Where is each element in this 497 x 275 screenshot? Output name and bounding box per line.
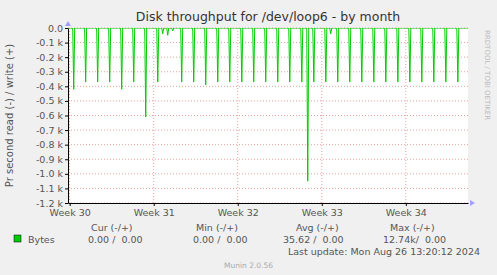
tick-label: Week 33: [302, 207, 343, 218]
legend-stat: 0.00 / 0.00: [88, 234, 143, 245]
tick: -0.6 k: [36, 110, 68, 121]
tick: -1.1 k: [36, 183, 68, 194]
tick-label: Week 31: [134, 207, 175, 218]
legend-column-header: Avg (-/+): [296, 222, 339, 233]
tick-label: -0.3 k: [36, 66, 64, 77]
legend-stat: 35.62 / 0.00: [283, 234, 344, 245]
grid-line: [68, 188, 468, 189]
tick-mark: [65, 28, 68, 29]
y-axis: 0.0 -0.1 k -0.2 k -0.3 k -0.4 k -0.5 k -0.6 k -…: [36, 23, 69, 209]
grid-line: [68, 57, 468, 58]
tick: Week 34: [386, 203, 427, 218]
title: Disk throughput for /dev/loop6 - by mont…: [136, 9, 400, 24]
tick-mark: [65, 72, 68, 73]
tick-mark: [238, 203, 239, 206]
tick: -0.2 k: [36, 52, 68, 63]
tick: -0.5 k: [36, 95, 68, 106]
series-line: [68, 28, 468, 181]
legend-stat: 0.00 / 0.00: [193, 234, 248, 245]
grid-line: [68, 100, 468, 101]
tick-mark: [65, 101, 68, 102]
axis-line: [68, 29, 69, 204]
legend-column-header: Min (-/+): [196, 222, 238, 233]
chart: 0.0 -0.1 k -0.2 k -0.3 k -0.4 k -0.5 k -0.6 k -…: [0, 0, 497, 275]
tick-mark: [65, 188, 68, 189]
legend-label: Bytes: [28, 234, 55, 245]
tick-mark: [65, 159, 68, 160]
grid-line: [153, 28, 154, 203]
tick: -0.1 k: [36, 37, 68, 48]
background: [0, 0, 497, 275]
legend-column-header: Max (-/+): [390, 222, 435, 233]
grid-line: [68, 173, 468, 174]
plot-area: [68, 28, 468, 203]
tick-mark: [70, 203, 71, 206]
tick-label: -0.1 k: [36, 37, 64, 48]
tick-label: -1.1 k: [36, 183, 64, 194]
tick-mark: [154, 203, 155, 206]
tick: Week 31: [134, 203, 175, 218]
grid-line: [68, 86, 468, 87]
legend-column-header: Cur (-/+): [91, 222, 133, 233]
x-axis: Week 30 Week 31 Week 32 Week 33 Week 34: [50, 203, 469, 218]
tick-label: -0.7 k: [36, 125, 64, 136]
tick-mark: [322, 203, 323, 206]
legend-swatch: [14, 235, 21, 242]
grid-line: [68, 42, 468, 43]
tick: -0.4 k: [36, 81, 68, 92]
grid-line: [68, 130, 468, 131]
legend-stat: 12.74k/ 0.00: [383, 234, 446, 245]
grid-line: [68, 115, 468, 116]
tick: -0.3 k: [36, 66, 68, 77]
grid: [68, 28, 468, 203]
grid-line: [68, 71, 468, 72]
axis-arrow: [470, 200, 475, 206]
tick-mark: [406, 203, 407, 206]
footer: Munin 2.0.56: [224, 261, 273, 270]
last-update: Last update: Mon Aug 26 13:20:12 2024: [288, 246, 480, 257]
tick-label: Week 30: [50, 207, 91, 218]
tick: Week 32: [218, 203, 259, 218]
grid-line: [68, 203, 468, 204]
tick-label: Week 34: [386, 207, 427, 218]
y-axis-title: Pr second read (-) / write (+): [4, 44, 15, 187]
grid-line: [68, 144, 468, 145]
tick-mark: [65, 203, 68, 204]
tick-mark: [65, 130, 68, 131]
tick-label: -1.0 k: [36, 168, 64, 179]
axis-arrow: [65, 21, 71, 26]
tick-label: -0.4 k: [36, 81, 64, 92]
tick-mark: [65, 174, 68, 175]
tick: -1.0 k: [36, 168, 68, 179]
series-group: [68, 28, 468, 181]
tick-mark: [65, 57, 68, 58]
tick-mark: [65, 43, 68, 44]
tick-mark: [65, 145, 68, 146]
tick: Week 33: [302, 203, 343, 218]
tick-label: -0.5 k: [36, 95, 64, 106]
watermark: RRDTOOL / TOBI OETIKER: [483, 30, 491, 120]
grid-line: [237, 28, 238, 203]
tick: -0.7 k: [36, 125, 68, 136]
grid-line: [68, 159, 468, 160]
axis-line: [69, 203, 469, 204]
tick-label: -0.2 k: [36, 52, 64, 63]
grid-line: [69, 28, 70, 203]
tick-label: -0.8 k: [36, 139, 64, 150]
tick-mark: [65, 116, 68, 117]
tick-label: -0.6 k: [36, 110, 64, 121]
tick-label: Week 32: [218, 207, 259, 218]
grid-line: [405, 28, 406, 203]
tick-label: -0.9 k: [36, 154, 64, 165]
tick: -0.8 k: [36, 139, 68, 150]
grid-line: [321, 28, 322, 203]
tick: 0.0: [48, 23, 68, 34]
tick: Week 30: [50, 203, 91, 218]
tick-label: 0.0: [48, 23, 63, 34]
tick: -0.9 k: [36, 154, 68, 165]
tick-mark: [65, 86, 68, 87]
